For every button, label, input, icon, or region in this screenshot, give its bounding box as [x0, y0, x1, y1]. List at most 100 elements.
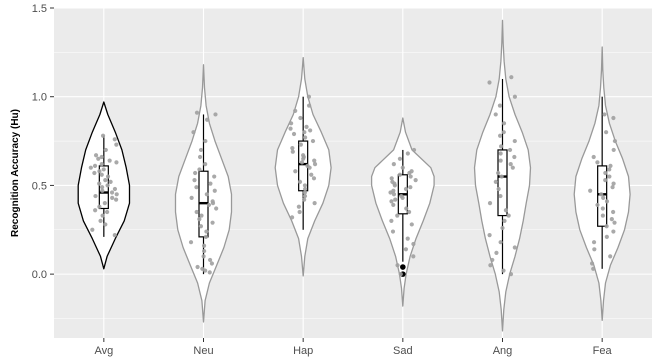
data-point	[197, 167, 202, 172]
box-iqr	[497, 149, 508, 217]
data-point	[411, 241, 416, 247]
data-point	[112, 137, 117, 142]
data-point	[296, 204, 301, 209]
data-point	[404, 206, 409, 211]
data-point	[408, 174, 413, 179]
data-point	[302, 197, 307, 202]
data-point	[189, 195, 194, 200]
data-point	[293, 169, 298, 174]
data-point	[494, 250, 499, 255]
data-point	[487, 80, 492, 85]
data-point	[600, 206, 605, 211]
data-point	[209, 261, 215, 266]
data-point	[289, 215, 295, 220]
data-point	[289, 121, 294, 126]
data-point	[595, 160, 600, 165]
x-tick-label: Hap	[293, 345, 313, 357]
data-point	[599, 192, 604, 197]
data-point	[500, 225, 505, 231]
data-point	[603, 177, 608, 183]
data-point	[99, 162, 104, 167]
data-point	[612, 138, 618, 144]
data-point	[488, 263, 493, 268]
x-tick-label: Sad	[393, 345, 413, 357]
data-point	[302, 130, 307, 135]
data-point	[96, 156, 101, 161]
x-tick-label: Fea	[593, 345, 613, 357]
data-point	[199, 213, 204, 218]
data-point	[301, 153, 306, 158]
data-point	[200, 266, 205, 271]
outlier-point	[400, 264, 406, 270]
data-point	[97, 204, 102, 209]
data-point	[398, 272, 403, 277]
data-point	[100, 185, 105, 190]
data-point	[400, 165, 405, 170]
data-point	[306, 103, 312, 108]
data-point	[403, 186, 409, 192]
data-point	[493, 179, 498, 184]
data-point	[498, 144, 504, 149]
data-point	[109, 190, 115, 195]
data-point	[609, 217, 614, 222]
data-point	[290, 146, 295, 151]
data-point	[508, 162, 513, 167]
data-point	[93, 193, 98, 199]
data-point	[192, 177, 197, 183]
data-point	[403, 247, 408, 252]
data-point	[105, 183, 110, 188]
axes: 0.0 0.5 1.0 1.5 Avg Neu Hap Sad Ang Fea	[32, 3, 613, 357]
data-point	[202, 248, 207, 254]
data-point	[389, 199, 394, 204]
data-point	[92, 163, 98, 169]
data-point	[512, 245, 517, 250]
data-point	[493, 112, 498, 117]
data-point	[508, 272, 514, 277]
data-point	[214, 206, 219, 211]
data-point	[107, 158, 112, 163]
y-tick-label: 1.5	[32, 3, 47, 15]
data-point	[312, 162, 318, 167]
data-point	[589, 261, 595, 266]
data-point	[604, 199, 610, 204]
data-point	[409, 169, 414, 174]
data-point	[607, 167, 612, 172]
data-point	[499, 174, 504, 179]
data-point	[103, 222, 108, 227]
data-point	[501, 121, 507, 126]
data-point	[302, 193, 308, 199]
data-point	[100, 133, 106, 138]
data-point	[413, 177, 418, 183]
data-point	[602, 112, 607, 117]
data-point	[90, 227, 95, 232]
y-tick-label: 0.5	[32, 180, 47, 192]
data-point	[498, 151, 503, 156]
data-point	[302, 190, 307, 195]
data-point	[407, 209, 412, 215]
data-point	[298, 142, 303, 147]
data-point	[204, 229, 209, 234]
data-point	[203, 234, 209, 239]
data-point	[595, 202, 600, 208]
data-point	[592, 247, 597, 252]
data-point	[212, 188, 217, 193]
data-point	[408, 185, 413, 190]
data-point	[498, 133, 503, 138]
data-point	[487, 201, 493, 206]
data-point	[411, 147, 417, 153]
plot-panel	[54, 8, 652, 338]
data-point	[603, 170, 608, 176]
data-point	[112, 186, 118, 192]
data-point	[191, 130, 196, 135]
data-point	[391, 188, 396, 193]
data-point	[206, 202, 212, 208]
data-point	[496, 170, 501, 176]
data-point	[501, 268, 506, 273]
data-point	[399, 193, 404, 199]
data-point	[610, 185, 615, 190]
data-point	[297, 179, 303, 184]
data-point	[302, 183, 308, 188]
data-point	[213, 112, 218, 117]
data-point	[288, 126, 293, 131]
